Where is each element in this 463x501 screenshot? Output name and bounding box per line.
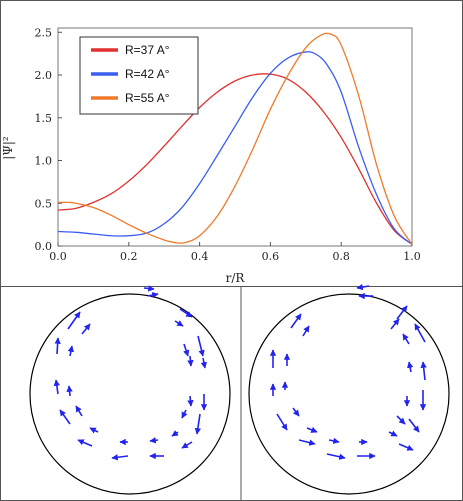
series-line-2 bbox=[57, 32, 413, 245]
legend-label-r37: R=37 A° bbox=[125, 43, 170, 57]
field-arrow bbox=[298, 439, 316, 446]
plot-frame bbox=[57, 27, 413, 247]
y-tick-label: 1.0 bbox=[35, 155, 53, 168]
y-tick-label: 1.5 bbox=[35, 112, 53, 125]
field-arrow bbox=[408, 418, 420, 433]
field-arrow bbox=[306, 426, 318, 433]
field-arrow bbox=[111, 454, 129, 461]
field-arrow bbox=[67, 311, 81, 330]
field-arrow bbox=[328, 437, 340, 445]
y-tick-label: 0.0 bbox=[35, 240, 53, 253]
field-arrow bbox=[147, 291, 159, 299]
field-arrow bbox=[67, 345, 75, 357]
boundary-circle-left bbox=[29, 293, 231, 495]
field-arrow bbox=[171, 430, 179, 437]
x-tick-label: 0.6 bbox=[262, 250, 280, 263]
y-tick-label: 2.0 bbox=[35, 69, 53, 82]
field-arrow bbox=[66, 385, 73, 397]
field-arrow bbox=[302, 325, 310, 337]
field-arrow bbox=[388, 430, 398, 437]
field-arrow bbox=[149, 437, 159, 444]
field-arrow bbox=[356, 283, 370, 291]
field-arrow bbox=[390, 318, 400, 330]
field-arrow bbox=[200, 357, 208, 369]
legend-label-r55: R=55 A° bbox=[125, 91, 170, 105]
y-tick-label: 0.5 bbox=[35, 197, 53, 210]
field-arrow bbox=[181, 441, 193, 449]
field-arrow bbox=[402, 333, 410, 345]
y-tick-label: 2.5 bbox=[35, 26, 53, 39]
field-arrow bbox=[181, 409, 188, 419]
vector-field-right bbox=[248, 283, 450, 495]
series-lines bbox=[57, 32, 413, 245]
field-arrow bbox=[187, 355, 194, 367]
field-arrow bbox=[143, 285, 155, 292]
field-arrow bbox=[396, 305, 408, 320]
field-arrow bbox=[396, 415, 406, 425]
field-arrow bbox=[75, 405, 83, 417]
field-arrow bbox=[414, 323, 426, 343]
legend-label-r42: R=42 A° bbox=[125, 67, 170, 81]
field-arrow bbox=[194, 413, 202, 435]
y-axis-label: |Ψ|² bbox=[1, 136, 15, 160]
field-arrow bbox=[292, 407, 300, 417]
boundary-circle-right bbox=[248, 293, 450, 495]
field-arrow bbox=[197, 335, 205, 357]
field-arrow bbox=[290, 313, 302, 329]
field-arrow bbox=[183, 343, 190, 357]
field-arrow bbox=[187, 395, 194, 407]
x-tick-label: 0.8 bbox=[332, 250, 350, 263]
field-arrow bbox=[420, 361, 427, 381]
field-arrow bbox=[406, 361, 414, 373]
field-arrow bbox=[81, 323, 91, 335]
legend: R=37 A° R=42 A° R=55 A° bbox=[79, 36, 199, 115]
field-arrow bbox=[276, 413, 288, 431]
top-panel-border bbox=[0, 0, 463, 287]
field-arrow bbox=[77, 439, 93, 447]
field-arrow bbox=[53, 379, 60, 395]
y-axis-ticks: 0.0 0.5 1.0 1.5 2.0 2.5 bbox=[35, 26, 62, 253]
series-line-0 bbox=[57, 73, 413, 245]
field-arrow bbox=[326, 453, 346, 460]
field-arrow bbox=[174, 320, 184, 327]
arrows-right bbox=[269, 283, 427, 460]
field-arrow bbox=[89, 427, 99, 434]
line-plot: 0.0 0.2 0.4 0.6 0.8 1.0 0.0 0.5 1.0 1.5 2.0 2.5 r/… bbox=[1, 26, 421, 285]
vector-field-left bbox=[29, 285, 231, 495]
x-tick-label: 0.4 bbox=[191, 250, 209, 263]
x-tick-label: 0.0 bbox=[49, 250, 67, 263]
x-axis-ticks: 0.0 0.2 0.4 0.6 0.8 1.0 bbox=[49, 242, 421, 263]
arrows-left bbox=[53, 285, 208, 461]
field-arrow bbox=[179, 308, 193, 318]
field-arrow bbox=[59, 409, 71, 425]
series-line-1 bbox=[57, 51, 413, 245]
x-axis-label: r/R bbox=[226, 271, 246, 285]
x-tick-label: 0.2 bbox=[120, 250, 138, 263]
x-tick-label: 1.0 bbox=[403, 250, 421, 263]
field-arrow bbox=[398, 443, 414, 451]
field-arrow bbox=[54, 337, 61, 355]
